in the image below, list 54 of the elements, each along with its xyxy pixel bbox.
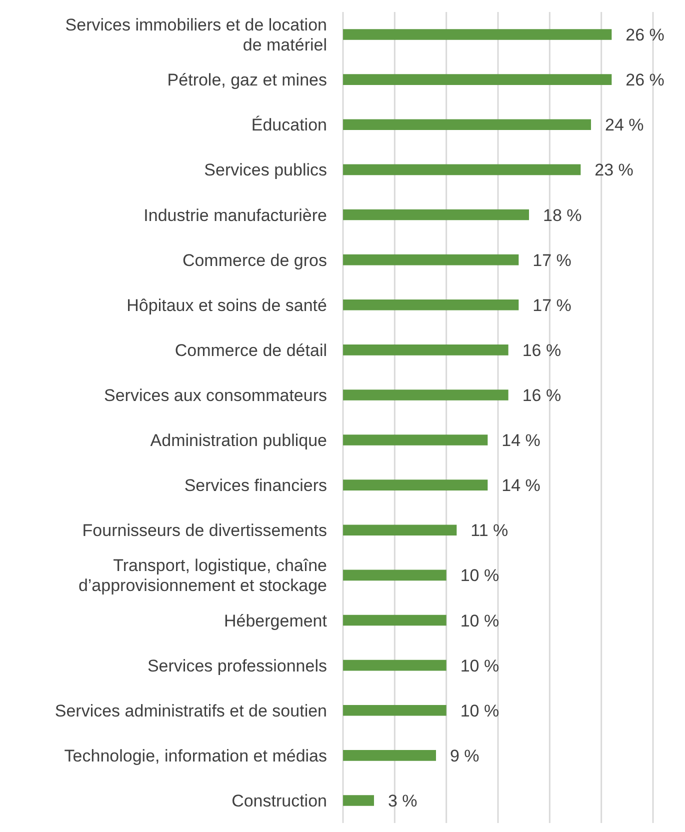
data-label: 26 % <box>626 70 664 90</box>
bar <box>343 254 519 266</box>
y-tick-label: Services professionnels <box>147 656 327 675</box>
data-label: 10 % <box>460 656 500 676</box>
data-label: 16 % <box>522 386 562 406</box>
bar <box>343 390 508 400</box>
data-label: 17 % <box>532 250 572 270</box>
bar <box>343 704 446 716</box>
data-label: 10 % <box>460 566 500 586</box>
y-tick-label: Construction <box>232 790 327 810</box>
bar <box>343 434 488 446</box>
data-label: 9 % <box>450 746 480 766</box>
y-tick-label: Fournisseurs de divertissements <box>82 520 327 540</box>
bar <box>343 119 591 130</box>
data-label: 3 % <box>388 792 418 811</box>
bar <box>343 29 612 40</box>
y-tick-label: Services immobiliers et de location de matériel <box>65 15 327 54</box>
bar <box>343 209 529 220</box>
y-tick-label: Industrie manufacturière <box>144 205 327 224</box>
data-label: 16 % <box>522 340 562 360</box>
y-tick-label: Services administratifs et de soutien <box>54 700 327 720</box>
bar <box>343 750 436 761</box>
y-tick-label: Hébergement <box>224 610 328 630</box>
bar <box>343 480 488 490</box>
bar <box>343 570 446 581</box>
y-tick-label: Services financiers <box>184 476 327 495</box>
bar <box>343 614 446 626</box>
y-tick-label: Transport, logistique, chaîne d’approvisionnement et stockage <box>78 556 327 595</box>
y-tick-label: Pétrole, gaz et mines <box>167 70 327 90</box>
data-label: 10 % <box>460 701 500 720</box>
data-label: 18 % <box>543 206 582 225</box>
bar <box>343 74 612 85</box>
y-tick-label: Administration publique <box>150 430 327 450</box>
y-tick-label: Hôpitaux et soins de santé <box>126 295 327 314</box>
y-tick-label: Commerce de gros <box>182 250 327 270</box>
y-tick-label: Services aux consommateurs <box>104 385 327 404</box>
bar <box>343 524 457 536</box>
y-tick-label: Éducation <box>251 115 327 134</box>
data-label: 11 % <box>470 521 508 540</box>
y-tick-label: Commerce de détail <box>174 340 327 360</box>
data-label: 24 % <box>605 116 644 135</box>
data-label: 23 % <box>594 160 634 180</box>
bar <box>343 164 581 176</box>
data-label: 14 % <box>502 431 540 450</box>
y-tick-label: Technologie, information et médias <box>64 746 327 765</box>
data-label: 26 % <box>626 26 664 45</box>
bar <box>343 660 446 671</box>
data-label: 10 % <box>460 611 500 630</box>
bar <box>343 299 519 310</box>
data-label: 14 % <box>502 476 540 496</box>
data-label: 17 % <box>532 296 572 315</box>
y-tick-label: Services publics <box>204 160 327 180</box>
bar <box>343 795 374 806</box>
bar <box>343 344 508 356</box>
